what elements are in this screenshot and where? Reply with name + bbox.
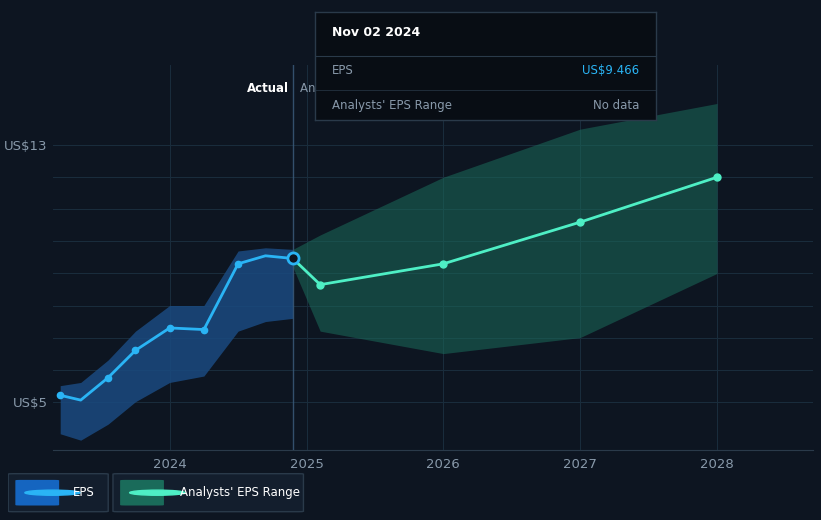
FancyBboxPatch shape (16, 480, 59, 505)
Text: Analysts Forecasts: Analysts Forecasts (300, 82, 410, 95)
Text: Actual: Actual (247, 82, 289, 95)
Text: Analysts' EPS Range: Analysts' EPS Range (180, 486, 300, 499)
Text: Nov 02 2024: Nov 02 2024 (333, 27, 420, 40)
FancyBboxPatch shape (8, 474, 108, 512)
Circle shape (25, 490, 80, 495)
FancyBboxPatch shape (113, 474, 304, 512)
Text: EPS: EPS (333, 64, 354, 77)
Text: No data: No data (593, 99, 639, 112)
FancyBboxPatch shape (120, 480, 164, 505)
Circle shape (130, 490, 185, 495)
Text: US$9.466: US$9.466 (582, 64, 639, 77)
Text: EPS: EPS (72, 486, 94, 499)
Text: Analysts' EPS Range: Analysts' EPS Range (333, 99, 452, 112)
